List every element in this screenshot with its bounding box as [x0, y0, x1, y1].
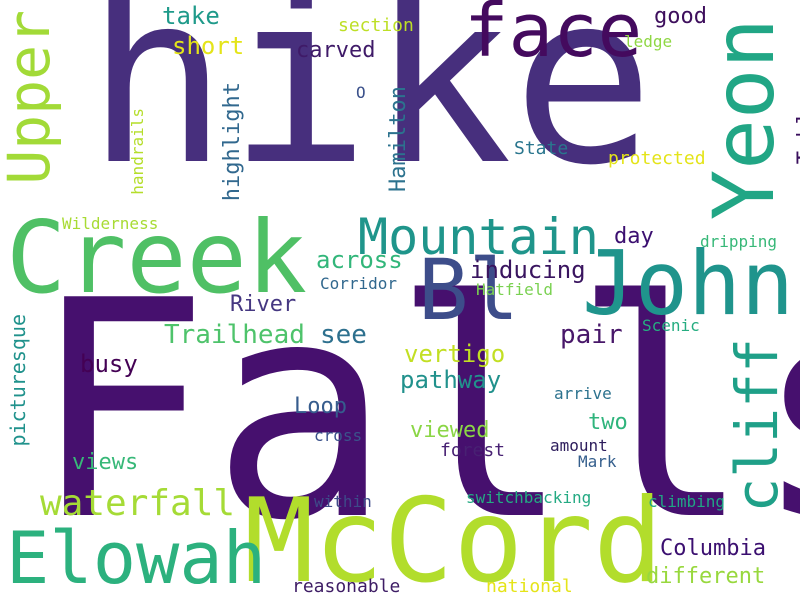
- word-bl: Bl: [418, 241, 520, 339]
- word-face: face: [464, 0, 643, 74]
- word-upper: Upper: [0, 10, 63, 185]
- word-table: Table: [794, 98, 800, 165]
- word-pair: pair: [560, 320, 623, 350]
- word-elowah: Elowah: [6, 516, 267, 600]
- word-vertigo: vertigo: [404, 340, 506, 368]
- word-different: different: [646, 564, 766, 589]
- word-mountain: Mountain: [358, 208, 599, 266]
- word-hatfield: Hatfield: [476, 280, 554, 299]
- word-cross: cross: [314, 426, 363, 445]
- word-inducing: inducing: [470, 256, 586, 284]
- word-short: short: [172, 32, 245, 60]
- word-see: see: [320, 320, 367, 350]
- word-handrails: handrails: [128, 108, 147, 195]
- word-reasonable: reasonable: [292, 576, 401, 597]
- word-take: take: [162, 2, 220, 30]
- word-hamilton: Hamilton: [386, 86, 411, 192]
- word-pathway: pathway: [400, 366, 502, 394]
- word-cliff: cliff: [723, 338, 791, 513]
- word-carved: carved: [296, 38, 376, 63]
- word-climbing: climbing: [648, 492, 726, 511]
- word-wilderness: Wilderness: [62, 214, 159, 233]
- word-day: day: [614, 224, 654, 249]
- word-arrive: arrive: [554, 384, 612, 403]
- word-falls: Falls: [30, 237, 800, 586]
- word-good: good: [654, 4, 707, 29]
- word-views: views: [72, 450, 139, 475]
- word-two: two: [588, 410, 628, 435]
- word-john: John: [582, 232, 794, 335]
- word-forest: forest: [440, 440, 506, 461]
- word-hike: hike: [86, 0, 655, 217]
- word-amount: amount: [550, 436, 608, 455]
- word-river: River: [230, 292, 297, 317]
- word-scenic: Scenic: [642, 316, 700, 335]
- word-mccord: McCord: [244, 474, 664, 600]
- word-protected: protected: [608, 148, 706, 169]
- word-national: national: [486, 576, 573, 597]
- word-dripping: dripping: [700, 232, 778, 251]
- word-ledge: ledge: [624, 32, 673, 51]
- word-within: within: [314, 492, 372, 511]
- word-switchbacking: switchbacking: [466, 488, 592, 507]
- word-across: across: [316, 246, 403, 274]
- word-busy: busy: [80, 350, 138, 378]
- word-corridor: Corridor: [320, 274, 398, 293]
- word-yeon: Yeon: [695, 18, 793, 221]
- word-creek: Creek: [6, 199, 308, 316]
- word-highlight: highlight: [220, 82, 245, 202]
- word-loop: Loop: [294, 394, 347, 419]
- word-columbia: Columbia: [660, 536, 766, 561]
- word-waterfall: waterfall: [40, 483, 236, 524]
- word-trailhead: Trailhead: [164, 320, 305, 350]
- word-mark: Mark: [578, 452, 617, 471]
- word-state: State: [514, 138, 569, 159]
- word-o: O: [356, 83, 366, 102]
- word-viewed: viewed: [410, 418, 490, 443]
- word-picturesque: picturesque: [6, 314, 30, 447]
- word-section: section: [338, 15, 414, 36]
